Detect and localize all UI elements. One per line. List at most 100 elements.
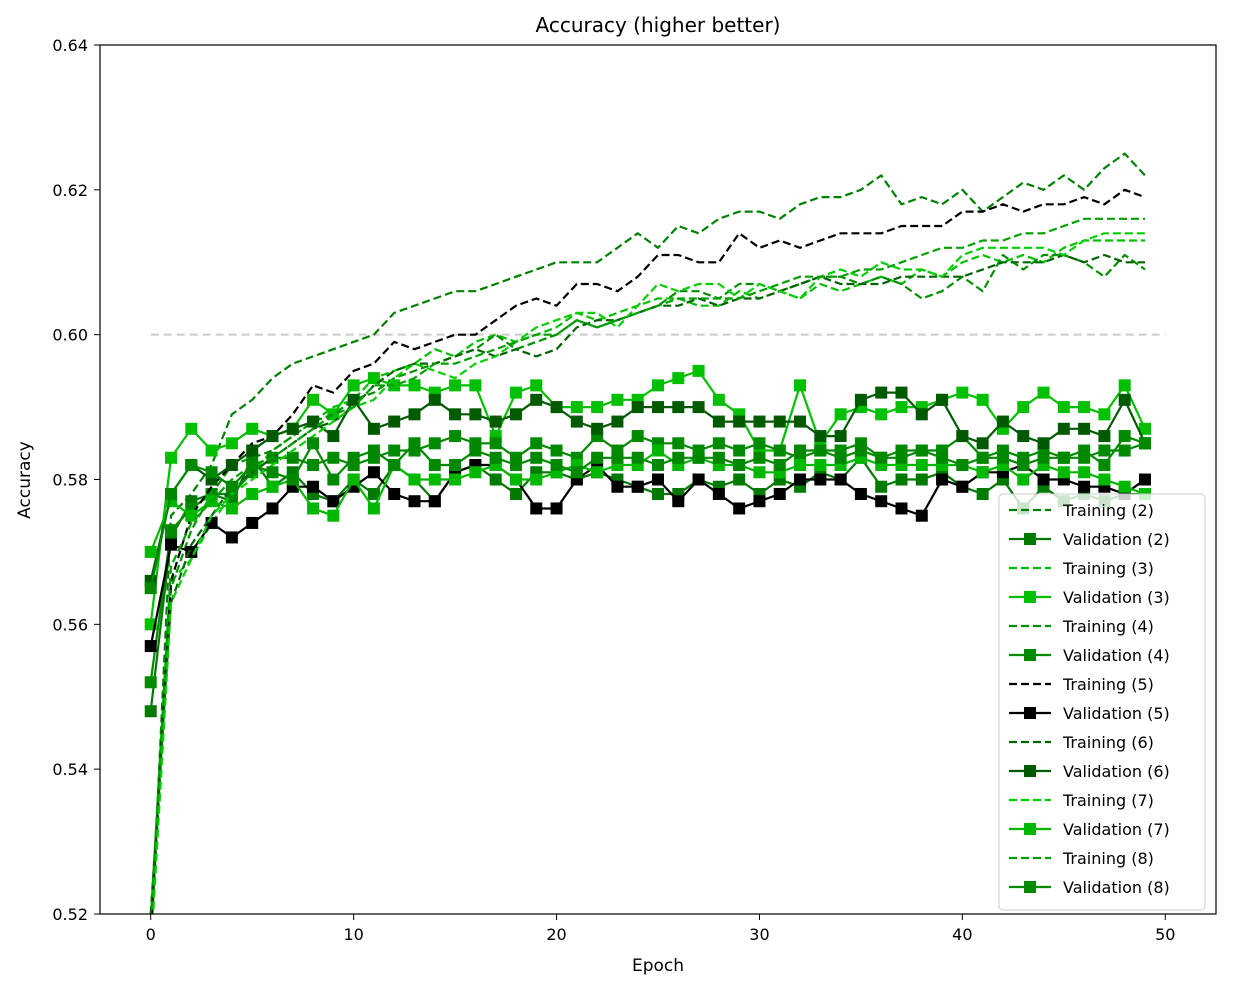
y-tick-label: 0.62 — [52, 181, 88, 200]
data-point — [1078, 480, 1091, 493]
data-point — [550, 502, 563, 515]
data-point — [144, 640, 157, 653]
legend-item: Training (4) — [1009, 617, 1154, 636]
data-point — [449, 379, 462, 392]
data-point — [712, 415, 725, 428]
data-point — [611, 480, 624, 493]
data-point — [753, 415, 766, 428]
data-point — [631, 480, 644, 493]
data-point — [652, 444, 664, 457]
data-point — [347, 393, 360, 406]
data-point — [794, 473, 807, 486]
data-point — [530, 451, 543, 464]
data-point — [915, 408, 928, 421]
legend-item: Validation (7) — [1009, 820, 1170, 839]
legend-item: Training (3) — [1009, 559, 1154, 578]
data-point — [875, 386, 888, 399]
data-point — [794, 379, 807, 392]
data-point — [347, 473, 360, 486]
data-point — [854, 393, 867, 406]
data-point — [672, 372, 685, 385]
y-tick-label: 0.56 — [52, 615, 88, 634]
data-point — [225, 502, 238, 515]
legend-item: Training (6) — [1009, 733, 1154, 752]
data-point — [509, 408, 522, 421]
data-point — [144, 705, 157, 718]
data-point — [509, 459, 522, 472]
data-point — [895, 386, 908, 399]
y-tick-label: 0.58 — [52, 471, 88, 490]
data-point — [996, 415, 1009, 428]
data-point — [570, 466, 583, 479]
data-point — [672, 495, 685, 508]
data-point — [367, 372, 380, 385]
data-point — [591, 401, 604, 414]
series-line — [152, 232, 1145, 914]
data-point — [286, 473, 299, 486]
data-point — [915, 509, 928, 522]
data-point — [794, 444, 807, 457]
series-1 — [151, 152, 1146, 914]
data-point — [449, 430, 462, 443]
data-point — [367, 502, 380, 515]
legend-item: Training (2) — [1009, 501, 1154, 520]
data-point — [854, 444, 867, 457]
legend-label: Validation (2) — [1063, 530, 1170, 549]
data-point — [550, 459, 563, 472]
data-point — [692, 473, 705, 486]
legend-label: Training (2) — [1062, 501, 1154, 520]
data-point — [936, 473, 949, 486]
data-point — [672, 437, 685, 450]
data-point — [428, 473, 441, 486]
data-point — [652, 473, 664, 486]
data-point — [266, 430, 279, 443]
data-point — [307, 480, 320, 493]
data-point — [246, 444, 259, 457]
data-point — [814, 430, 827, 443]
data-point — [1138, 422, 1151, 435]
series-line — [150, 217, 1145, 914]
axes-layer: 0 10 20 30 40 50 0.52 0.54 0.56 0.58 0.60 0.62 0.64 — [52, 36, 1175, 944]
data-point — [976, 393, 989, 406]
data-point — [550, 401, 563, 414]
data-point — [246, 516, 259, 529]
data-point — [469, 466, 482, 479]
data-point — [652, 379, 664, 392]
data-point — [692, 364, 705, 377]
y-tick-label: 0.64 — [52, 36, 88, 55]
data-point — [915, 444, 928, 457]
data-point — [1017, 451, 1030, 464]
data-point — [936, 451, 949, 464]
data-point — [1098, 473, 1111, 486]
chart-title: Accuracy (higher better) — [536, 13, 781, 37]
data-point — [591, 451, 604, 464]
data-point — [712, 393, 725, 406]
data-point — [936, 393, 949, 406]
data-point — [956, 430, 969, 443]
data-point — [733, 502, 746, 515]
data-point — [672, 401, 685, 414]
data-point — [834, 430, 847, 443]
data-point — [652, 459, 664, 472]
data-point — [185, 459, 198, 472]
legend-label: Validation (4) — [1063, 646, 1170, 665]
legend-label: Training (4) — [1062, 617, 1154, 636]
data-point — [733, 415, 746, 428]
data-point — [611, 415, 624, 428]
legend-item: Validation (5) — [1009, 704, 1170, 723]
data-point — [915, 459, 928, 472]
data-point — [509, 473, 522, 486]
data-point — [1138, 473, 1151, 486]
data-point — [530, 379, 543, 392]
data-point — [469, 444, 482, 457]
data-point — [733, 473, 746, 486]
x-tick-label: 40 — [952, 925, 972, 944]
data-point — [712, 451, 725, 464]
data-point — [1098, 444, 1111, 457]
data-point — [205, 466, 218, 479]
data-point — [753, 466, 766, 479]
series-14 — [144, 437, 1151, 595]
data-point — [225, 437, 238, 450]
data-point — [1078, 422, 1091, 435]
